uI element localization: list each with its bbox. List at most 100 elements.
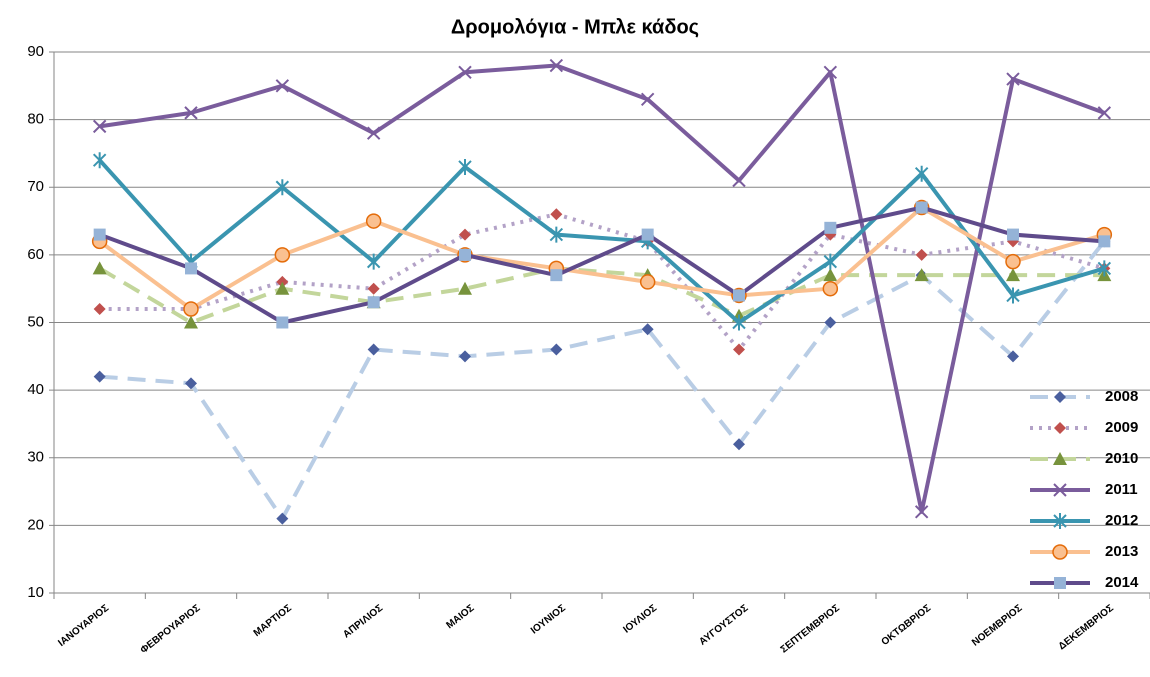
- marker: [914, 505, 929, 519]
- marker: [550, 208, 563, 221]
- marker: [1097, 260, 1112, 277]
- marker-shape: [459, 248, 471, 261]
- marker: [459, 228, 471, 241]
- marker-shape: [1006, 287, 1020, 304]
- marker: [733, 289, 745, 302]
- marker: [366, 253, 381, 270]
- marker: [733, 438, 745, 451]
- legend-label: 2011: [1105, 481, 1138, 498]
- marker-shape: [458, 65, 472, 79]
- marker: [275, 79, 290, 93]
- marker: [184, 106, 198, 120]
- marker: [1052, 544, 1068, 560]
- marker-shape: [367, 343, 380, 356]
- marker: [93, 370, 106, 383]
- legend-label: 2012: [1105, 512, 1138, 529]
- marker-shape: [275, 79, 290, 93]
- marker-shape: [367, 282, 380, 295]
- marker: [185, 377, 197, 390]
- x-tick-label: ΜΑΙΟΣ: [444, 603, 476, 631]
- marker-shape: [1097, 260, 1112, 277]
- marker-shape: [92, 119, 107, 134]
- series-line: [98, 158, 1105, 325]
- marker: [1007, 228, 1019, 241]
- marker: [914, 268, 929, 282]
- marker: [640, 92, 655, 107]
- marker: [1054, 577, 1066, 589]
- marker-shape: [1006, 268, 1020, 282]
- marker: [824, 221, 837, 234]
- marker-shape: [184, 315, 198, 329]
- marker: [458, 65, 472, 79]
- marker: [823, 268, 838, 282]
- marker: [822, 280, 839, 297]
- y-tick-label: 10: [27, 584, 44, 601]
- marker-shape: [823, 253, 838, 270]
- marker: [93, 228, 106, 241]
- marker-shape: [1053, 452, 1067, 465]
- series-line: [98, 205, 1105, 311]
- marker-shape: [1098, 235, 1111, 248]
- marker: [276, 512, 289, 525]
- y-tick-label: 40: [27, 381, 44, 398]
- series-line: [98, 266, 1105, 325]
- marker-shape: [276, 316, 289, 329]
- x-tick-label: ΜΑΡΤΙΟΣ: [252, 603, 294, 639]
- marker: [1054, 422, 1066, 434]
- marker: [732, 314, 746, 331]
- marker: [823, 65, 838, 79]
- marker-shape: [824, 221, 837, 234]
- marker: [824, 316, 837, 329]
- marker-shape: [732, 314, 746, 331]
- marker-shape: [1053, 483, 1067, 497]
- marker-shape: [275, 179, 290, 196]
- chart-title: Δρομολόγια - Μπλε κάδος: [451, 16, 699, 38]
- legend-label: 2010: [1105, 450, 1138, 467]
- marker-shape: [458, 281, 472, 295]
- marker: [92, 152, 107, 169]
- marker: [732, 173, 746, 188]
- marker: [1005, 253, 1021, 270]
- y-tick-label: 50: [27, 313, 44, 330]
- x-tick-label: ΙΑΝΟΥΑΡΙΟΣ: [56, 603, 111, 649]
- marker-shape: [733, 438, 745, 451]
- marker: [459, 248, 471, 261]
- marker-shape: [550, 269, 563, 282]
- marker-shape: [550, 208, 563, 221]
- marker: [92, 119, 107, 134]
- marker-shape: [367, 296, 380, 309]
- marker-shape: [823, 65, 838, 79]
- marker-shape: [93, 302, 106, 315]
- marker: [915, 201, 928, 214]
- y-tick-label: 20: [27, 516, 44, 533]
- x-tick-label: ΦΕΒΡΟΥΑΡΙΟΣ: [139, 603, 203, 656]
- marker-shape: [93, 228, 106, 241]
- marker-shape: [92, 261, 107, 275]
- marker-shape: [1052, 544, 1068, 560]
- x-tick-label: ΑΠΡΙΛΙΟΣ: [341, 603, 385, 641]
- marker: [275, 179, 290, 196]
- marker: [1006, 72, 1020, 86]
- marker-shape: [459, 350, 471, 363]
- marker: [549, 58, 564, 73]
- marker-shape: [639, 274, 656, 290]
- marker: [367, 296, 380, 309]
- x-tick-label: ΙΟΥΝΙΟΣ: [529, 603, 568, 637]
- marker-shape: [1007, 350, 1019, 363]
- marker-shape: [824, 316, 837, 329]
- marker: [550, 269, 563, 282]
- marker-shape: [1054, 422, 1066, 434]
- marker: [367, 282, 380, 295]
- marker-shape: [1054, 391, 1066, 403]
- marker-shape: [1006, 72, 1020, 86]
- series-line: [99, 63, 1106, 514]
- marker-shape: [458, 158, 472, 175]
- marker-shape: [914, 268, 929, 282]
- marker: [458, 158, 472, 175]
- marker: [915, 248, 928, 261]
- marker-shape: [93, 370, 106, 383]
- marker-shape: [822, 280, 839, 297]
- marker: [459, 350, 471, 363]
- x-tick-label: ΝΟΕΜΒΡΙΟΣ: [970, 603, 1024, 649]
